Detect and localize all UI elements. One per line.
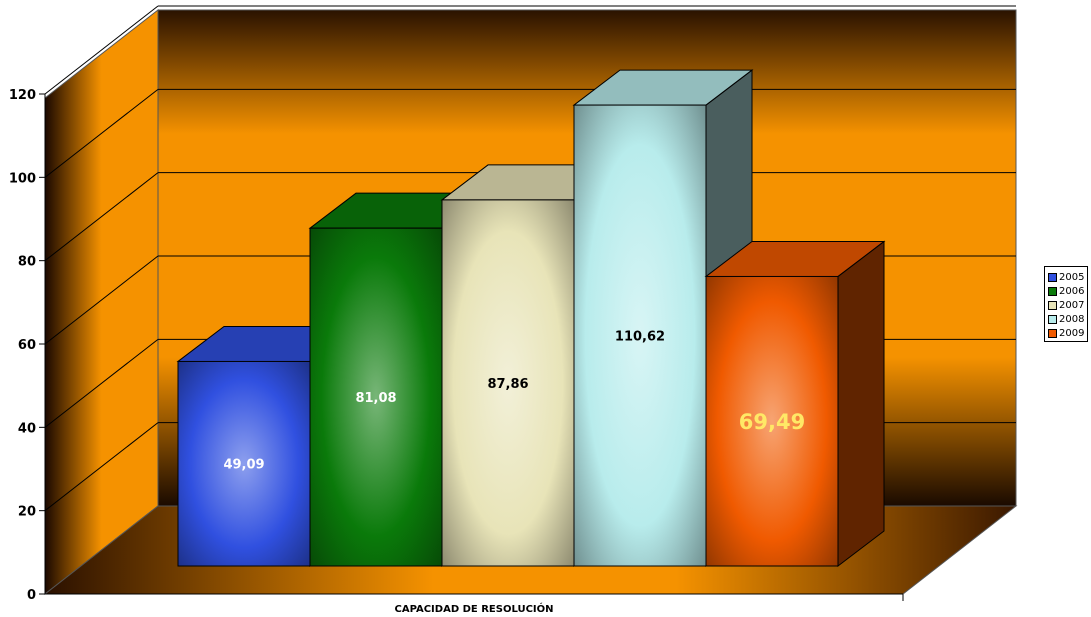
y-tick-label: 100: [9, 171, 36, 186]
gridline-side: [44, 422, 159, 512]
legend: 2005 2006 2007 2008 2009: [1044, 266, 1088, 342]
bar-side-2009: [837, 240, 885, 568]
legend-item-2008: 2008: [1048, 312, 1087, 326]
legend-label: 2009: [1059, 327, 1085, 339]
bar-2009: [704, 240, 886, 568]
data-label-2005: 49,09: [223, 458, 264, 473]
bar-front-2006: [309, 227, 443, 567]
side-wall: [44, 8, 159, 596]
legend-item-2007: 2007: [1048, 298, 1087, 312]
gridline-side: [44, 88, 159, 178]
legend-item-2005: 2005: [1048, 270, 1087, 284]
legend-swatch: [1048, 286, 1057, 296]
y-tick-label: 0: [27, 588, 36, 603]
data-label-2008: 110,62: [615, 330, 665, 345]
legend-label: 2006: [1059, 285, 1085, 297]
gridline-side: [44, 255, 159, 345]
bar-front-2008: [573, 104, 707, 567]
legend-label: 2008: [1059, 313, 1085, 325]
bar-front-2005: [177, 360, 311, 567]
data-labels: 49,09 81,08 87,86 110,62 69,49: [223, 330, 805, 473]
bar-front-2009: [705, 275, 839, 567]
legend-swatch: [1048, 328, 1057, 338]
gridline-side: [44, 172, 159, 262]
bars: [176, 69, 886, 568]
y-tick-label: 80: [18, 255, 36, 270]
legend-item-2006: 2006: [1048, 284, 1087, 298]
gridline-side: [44, 5, 159, 95]
data-label-2007: 87,86: [487, 377, 528, 392]
y-tick-label: 40: [18, 421, 36, 436]
category-label: CAPACIDAD DE RESOLUCIÓN: [394, 602, 553, 615]
legend-label: 2007: [1059, 299, 1085, 311]
legend-label: 2005: [1059, 271, 1085, 283]
data-label-2006: 81,08: [355, 391, 396, 406]
data-label-2009: 69,49: [739, 410, 805, 434]
y-tick-label: 20: [18, 505, 36, 520]
gridline-side: [44, 338, 159, 428]
legend-swatch: [1048, 272, 1057, 282]
legend-swatch: [1048, 300, 1057, 310]
legend-swatch: [1048, 314, 1057, 324]
y-tick-label: 120: [9, 88, 36, 103]
value-axis: 0 20 40 60 80 100 120: [9, 88, 904, 603]
legend-item-2009: 2009: [1048, 326, 1087, 340]
y-tick-label: 60: [18, 338, 36, 353]
